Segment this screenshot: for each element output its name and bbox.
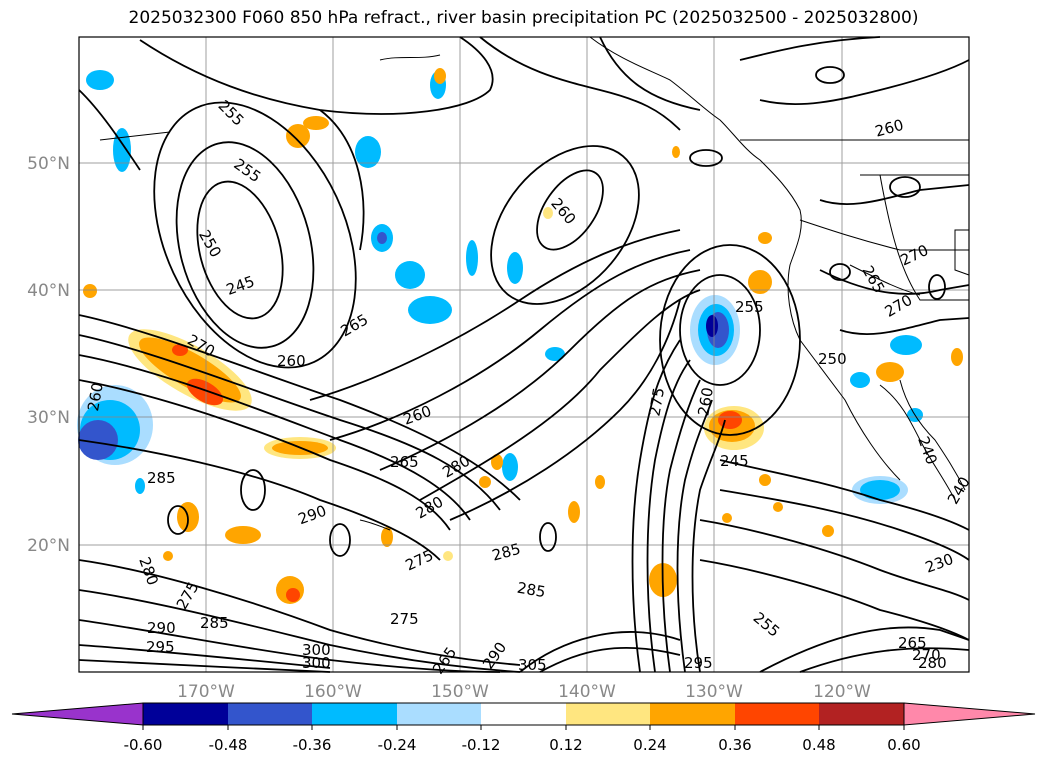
lon-label-150w: 150°W <box>431 682 489 702</box>
contour-label: 300 <box>302 641 331 659</box>
colorbar-extend-low <box>11 702 144 726</box>
lon-label-140w: 140°W <box>558 682 616 702</box>
colorbar-tick-label: -0.48 <box>209 736 248 754</box>
colorbar-tick-label: -0.12 <box>462 736 501 754</box>
colorbar-tick-label: 0.24 <box>633 736 666 754</box>
lat-label-40n: 40°N <box>27 281 70 301</box>
lon-label-120w: 120°W <box>813 682 871 702</box>
contour-label: 245 <box>720 452 749 470</box>
colorbar-bin <box>228 703 312 725</box>
lat-label-50n: 50°N <box>27 154 70 174</box>
colorbar-bin <box>312 703 397 725</box>
contour-label: 275 <box>390 610 419 628</box>
contour-label: 265 <box>390 453 419 471</box>
colorbar-bin <box>735 703 819 725</box>
colorbar-tick-label: 0.60 <box>887 736 920 754</box>
contour-label: 260 <box>84 381 107 412</box>
colorbar-tick-label: 0.12 <box>549 736 582 754</box>
colorbar-bin <box>481 703 566 725</box>
grid-lines <box>79 37 969 672</box>
contour-label: 265 <box>898 634 927 652</box>
contour-label: 260 <box>694 386 717 417</box>
contour-label: 285 <box>147 469 176 487</box>
colorbar: -0.60 -0.48 -0.36 -0.24 -0.12 0.12 0.24 … <box>11 702 1036 754</box>
contour-label: 280 <box>918 654 947 672</box>
colorbar-tick-label: -0.36 <box>293 736 332 754</box>
colorbar-bin <box>143 703 228 725</box>
contour-label: 250 <box>818 350 847 368</box>
colorbar-bin <box>650 703 735 725</box>
contour-label: 285 <box>516 579 547 602</box>
lat-label-30n: 30°N <box>27 408 70 428</box>
colorbar-tick-label: -0.24 <box>378 736 417 754</box>
contour-label: 275 <box>645 386 668 417</box>
colorbar-bin <box>566 703 650 725</box>
lon-axis-labels: 170°W 160°W 150°W 140°W 130°W 120°W <box>177 682 871 702</box>
contour-label: 295 <box>146 638 175 656</box>
contour-label: 285 <box>200 614 229 632</box>
contour-label: 255 <box>735 298 764 316</box>
precip-positive-areas <box>83 68 963 604</box>
coastlines <box>99 36 970 531</box>
colorbar-tick-label: -0.60 <box>124 736 163 754</box>
contour-label: 290 <box>147 619 176 637</box>
colorbar-tick-label: 0.48 <box>802 736 835 754</box>
precip-negative-areas <box>77 70 923 504</box>
colorbar-extend-high <box>903 702 1036 726</box>
contour-label: 260 <box>277 352 306 370</box>
colorbar-bin <box>397 703 481 725</box>
lat-axis-labels: 50°N 40°N 30°N 20°N <box>27 154 70 556</box>
contour-label: 295 <box>684 654 713 672</box>
contour-label: 300 <box>302 654 331 672</box>
colorbar-bin <box>819 703 904 725</box>
map-title: 2025032300 F060 850 hPa refract., river … <box>128 8 919 28</box>
refractivity-contours <box>78 36 970 673</box>
lon-label-160w: 160°W <box>304 682 362 702</box>
contour-label: 305 <box>518 656 547 674</box>
lon-label-170w: 170°W <box>177 682 235 702</box>
contour-label: 270 <box>912 646 941 664</box>
lat-label-20n: 20°N <box>27 536 70 556</box>
colorbar-tick-label: 0.36 <box>718 736 751 754</box>
plot-frame <box>78 36 970 673</box>
lon-label-130w: 130°W <box>685 682 743 702</box>
